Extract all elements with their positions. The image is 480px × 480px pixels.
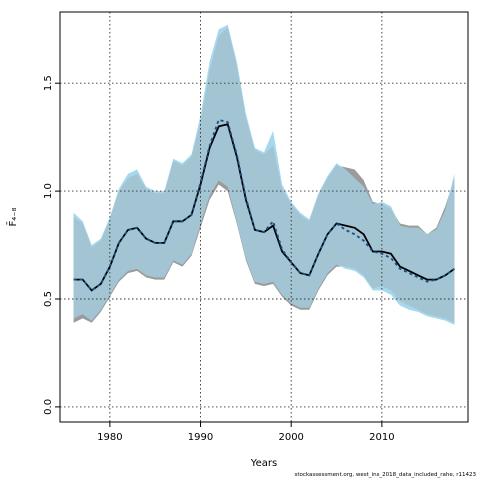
y-tick-label: 0.5 xyxy=(43,291,54,307)
confidence-bands xyxy=(73,24,455,325)
x-tick-label: 2000 xyxy=(278,432,303,443)
plot-frame xyxy=(59,11,469,423)
estimate-lines xyxy=(73,118,455,292)
x-tick-label: 1990 xyxy=(188,432,213,443)
y-tick-label: 1.5 xyxy=(43,75,54,91)
y-tick-label: 1.0 xyxy=(43,183,54,199)
y-tick-label: 0.0 xyxy=(43,399,54,415)
y-axis: 0.0 0.5 1.0 1.5 xyxy=(43,75,60,415)
y-axis-title: F̄₄₋₈ xyxy=(6,207,19,226)
source-credit: stockassessment.org, west_ins_2018_data_… xyxy=(294,472,476,478)
x-tick-label: 2010 xyxy=(369,432,394,443)
line-run-b xyxy=(73,118,455,292)
x-axis: 1980 1990 2000 2010 xyxy=(97,422,395,443)
x-tick-label: 1980 xyxy=(97,432,122,443)
band-overlap xyxy=(73,27,455,323)
x-axis-title: Years xyxy=(250,458,277,469)
grid-lines xyxy=(60,12,468,422)
